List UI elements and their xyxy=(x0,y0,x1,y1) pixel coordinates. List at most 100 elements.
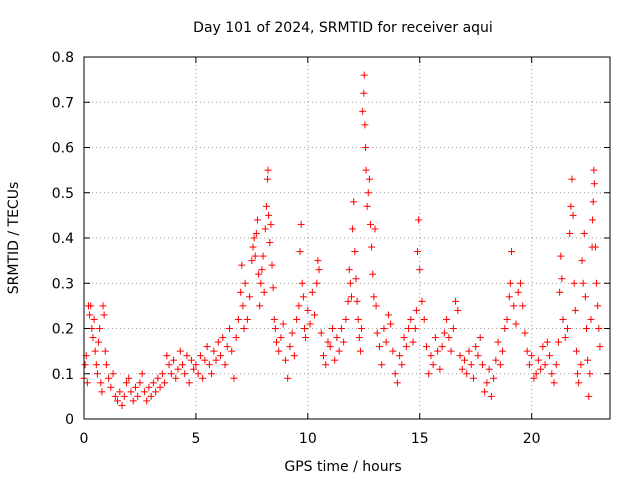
data-point xyxy=(190,365,198,373)
data-point xyxy=(183,352,191,360)
y-axis-title: SRMTID / TECUs xyxy=(6,182,22,295)
x-tick-label: 15 xyxy=(411,431,429,447)
data-point xyxy=(427,352,435,360)
data-point xyxy=(199,374,207,382)
data-point xyxy=(463,370,471,378)
data-point xyxy=(123,379,131,387)
y-tick-label: 0.5 xyxy=(52,186,74,202)
data-point xyxy=(136,379,144,387)
data-point xyxy=(481,388,489,396)
data-point xyxy=(561,334,569,342)
data-point xyxy=(360,71,368,79)
data-point xyxy=(476,334,484,342)
data-point xyxy=(590,166,598,174)
data-point xyxy=(445,334,453,342)
data-point xyxy=(203,343,211,351)
data-point xyxy=(521,329,529,337)
data-point xyxy=(452,297,460,305)
data-point xyxy=(492,356,500,364)
data-point xyxy=(279,320,287,328)
data-point xyxy=(519,302,527,310)
data-point xyxy=(587,315,595,323)
data-point xyxy=(596,343,604,351)
data-point xyxy=(96,325,104,332)
x-tick-label: 10 xyxy=(299,431,317,447)
data-point xyxy=(246,293,254,301)
data-point xyxy=(129,397,137,405)
data-point xyxy=(109,370,117,378)
data-point xyxy=(429,361,437,369)
data-point xyxy=(472,343,480,351)
data-point xyxy=(264,166,272,174)
data-point xyxy=(405,325,413,332)
data-point xyxy=(118,401,126,409)
data-point xyxy=(116,388,124,396)
chart-title: Day 101 of 2024, SRMTID for receiver aqu… xyxy=(193,20,493,36)
data-point xyxy=(297,220,305,228)
data-point xyxy=(371,225,379,233)
data-point xyxy=(372,302,380,310)
data-point xyxy=(248,257,256,265)
data-point xyxy=(149,379,157,387)
data-point xyxy=(90,315,98,323)
data-point xyxy=(322,361,330,369)
data-point xyxy=(594,302,602,310)
data-point xyxy=(185,379,193,387)
y-tick-label: 0.1 xyxy=(52,367,74,383)
data-point xyxy=(102,361,110,369)
data-point xyxy=(288,329,296,337)
data-point xyxy=(352,275,360,283)
data-point xyxy=(353,297,361,305)
data-point xyxy=(467,361,475,369)
data-point xyxy=(266,239,274,247)
data-point xyxy=(363,202,371,210)
data-point xyxy=(134,392,142,400)
data-point xyxy=(328,325,336,332)
data-point xyxy=(528,352,536,360)
data-point xyxy=(438,343,446,351)
data-point xyxy=(255,270,263,278)
data-point xyxy=(324,338,332,346)
data-point xyxy=(496,361,504,369)
data-point xyxy=(458,365,466,373)
data-point xyxy=(508,248,516,256)
data-point xyxy=(465,347,473,355)
data-point xyxy=(158,370,166,378)
data-point xyxy=(373,329,381,337)
data-point xyxy=(380,325,388,332)
data-point xyxy=(360,89,368,97)
data-points xyxy=(80,71,604,409)
data-point xyxy=(367,220,375,228)
data-point xyxy=(456,352,464,360)
data-point xyxy=(260,288,268,296)
data-point xyxy=(483,379,491,387)
data-point xyxy=(354,315,362,323)
data-point xyxy=(400,334,408,342)
data-point xyxy=(345,266,353,274)
data-point xyxy=(83,379,91,387)
data-point xyxy=(308,288,316,296)
data-point xyxy=(178,361,186,369)
data-point xyxy=(485,365,493,373)
data-point xyxy=(582,325,590,332)
data-point xyxy=(253,216,261,224)
data-point xyxy=(593,279,601,287)
data-point xyxy=(152,388,160,396)
data-point xyxy=(81,361,89,369)
data-point xyxy=(167,370,175,378)
data-point xyxy=(208,370,216,378)
data-point xyxy=(125,374,133,382)
data-point xyxy=(89,334,97,342)
data-point xyxy=(494,338,502,346)
data-point xyxy=(131,383,139,391)
data-point xyxy=(264,175,272,183)
data-point xyxy=(566,229,574,237)
data-point xyxy=(525,361,533,369)
data-point xyxy=(541,361,549,369)
y-tick-label: 0.6 xyxy=(52,141,74,157)
data-point xyxy=(578,257,586,265)
data-point xyxy=(387,320,395,328)
data-point xyxy=(258,266,266,274)
data-point xyxy=(416,266,424,274)
